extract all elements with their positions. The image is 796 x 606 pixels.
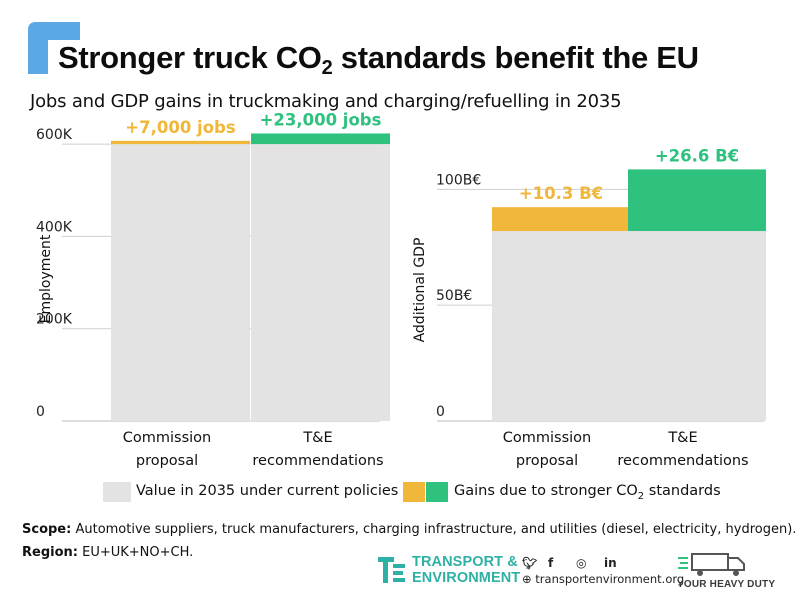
chart1-data-label: +7,000 jobs	[125, 118, 236, 137]
chart-subtitle: Jobs and GDP gains in truckmaking and ch…	[30, 91, 622, 112]
corner-accent-icon	[28, 22, 80, 74]
chart2-x-tick-label: proposal	[516, 453, 578, 469]
chart2-bar-gain	[492, 207, 630, 232]
instagram-icon[interactable]: ◎	[576, 556, 587, 570]
legend-swatch-base	[103, 482, 131, 502]
chart1-bar-base	[251, 144, 390, 422]
chart1-bar-base	[111, 144, 250, 422]
chart2-y-tick-label: 50B€	[436, 288, 472, 304]
footer-scope: Scope: Automotive suppliers, truck manuf…	[22, 522, 796, 537]
chart2-x-tick-label: T&E	[667, 430, 697, 446]
chart1-x-tick-label: T&E	[302, 430, 332, 446]
chart2-data-label: +10.3 B€	[519, 184, 603, 203]
facebook-icon[interactable]: f	[548, 556, 554, 570]
legend: Value in 2035 under current policies Gai…	[0, 480, 796, 506]
chart1-y-tick-label: 200K	[36, 312, 73, 328]
chart1-bar-gain	[111, 140, 250, 145]
footer-region: Region: EU+UK+NO+CH.	[22, 545, 194, 560]
chart2-bar-base	[628, 231, 766, 421]
org-name-line2: ENVIRONMENT	[412, 570, 521, 586]
chart1-y-axis-label: Employment	[38, 234, 54, 323]
chart1-y-tick-label: 0	[36, 404, 45, 420]
truck-icon	[678, 553, 745, 576]
twitter-icon[interactable]: 🐦︎	[522, 556, 538, 570]
chart1-y-tick-label: 400K	[36, 219, 73, 235]
campaign-label: YOUR HEAVY DUTY	[677, 579, 776, 590]
chart2-bar-base	[492, 231, 630, 421]
legend-swatch-gain-commission	[403, 482, 425, 502]
legend-label-gain: Gains due to stronger CO2 standards	[454, 483, 721, 502]
legend-label-base: Value in 2035 under current policies	[136, 483, 399, 499]
org-name-line1: TRANSPORT &	[412, 554, 518, 570]
website-link[interactable]: ⊕ transportenvironment.org	[522, 572, 685, 586]
chart2-y-tick-label: 100B€	[436, 172, 481, 188]
chart2-y-axis-label: Additional GDP	[412, 238, 428, 343]
chart2-bar-gain	[628, 169, 766, 232]
chart2-x-tick-label: recommendations	[617, 453, 748, 469]
chart2-x-tick-label: Commission	[503, 430, 591, 446]
chart1-x-tick-label: recommendations	[252, 453, 383, 469]
legend-swatch-gain-te	[426, 482, 448, 502]
chart1-y-tick-label: 600K	[36, 127, 73, 143]
chart1-bar-gain	[251, 133, 390, 145]
chart2-data-label: +26.6 B€	[655, 146, 739, 165]
chart2-y-tick-label: 0	[436, 404, 445, 420]
chart1-x-tick-label: Commission	[123, 430, 211, 446]
chart1-x-tick-label: proposal	[136, 453, 198, 469]
chart1-data-label: +23,000 jobs	[260, 110, 382, 129]
linkedin-icon[interactable]: in	[604, 556, 617, 570]
globe-icon: ⊕	[522, 572, 536, 586]
te-logo-icon	[378, 557, 405, 583]
chart-title: Stronger truck CO2 standards benefit the…	[58, 40, 699, 79]
